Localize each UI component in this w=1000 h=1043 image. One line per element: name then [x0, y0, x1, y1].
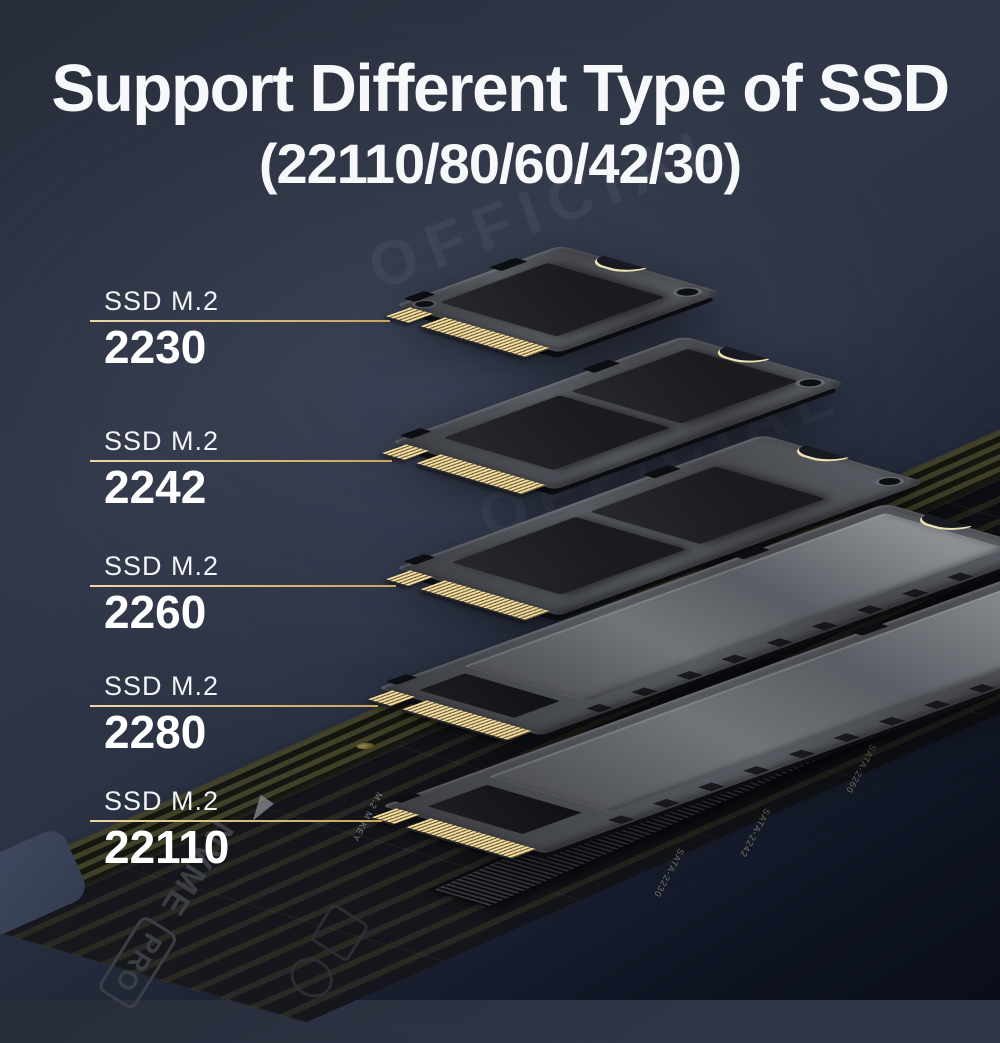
ssd-label-size: 22110 — [104, 820, 230, 873]
ssd-label-size: 2260 — [104, 585, 207, 638]
callout-22110: SSD M.2 22110 — [90, 786, 410, 873]
ssd-label-size: 2230 — [104, 320, 207, 373]
callout-line — [90, 819, 382, 822]
ssd-label-prefix: SSD M.2 — [104, 426, 220, 456]
callout-line — [90, 584, 396, 587]
page-subtitle: (22110/80/60/42/30) — [258, 132, 742, 195]
callout-line — [90, 704, 378, 707]
ssd-label-prefix: SSD M.2 — [104, 286, 220, 316]
cert-mark-icon — [282, 949, 341, 1006]
callout-2280: SSD M.2 2280 — [90, 671, 410, 758]
ssd-label-size: 2280 — [104, 705, 207, 758]
product-image: OFFICIAL OFFICIAL OFFICIAL NVME PRO M.2 … — [0, 51, 1000, 1023]
callout-2260: SSD M.2 2260 — [90, 551, 410, 638]
callout-2242: SSD M.2 2242 — [90, 426, 410, 513]
ssd-label-prefix: SSD M.2 — [104, 786, 220, 816]
ssd-label-size: 2242 — [104, 460, 207, 513]
callout-line — [90, 319, 390, 322]
callout-line — [90, 459, 392, 462]
page-title: Support Different Type of SSD — [51, 51, 950, 126]
ssd-label-prefix: SSD M.2 — [104, 671, 220, 701]
callout-2230: SSD M.2 2230 — [90, 286, 410, 373]
ssd-label-prefix: SSD M.2 — [104, 551, 220, 581]
